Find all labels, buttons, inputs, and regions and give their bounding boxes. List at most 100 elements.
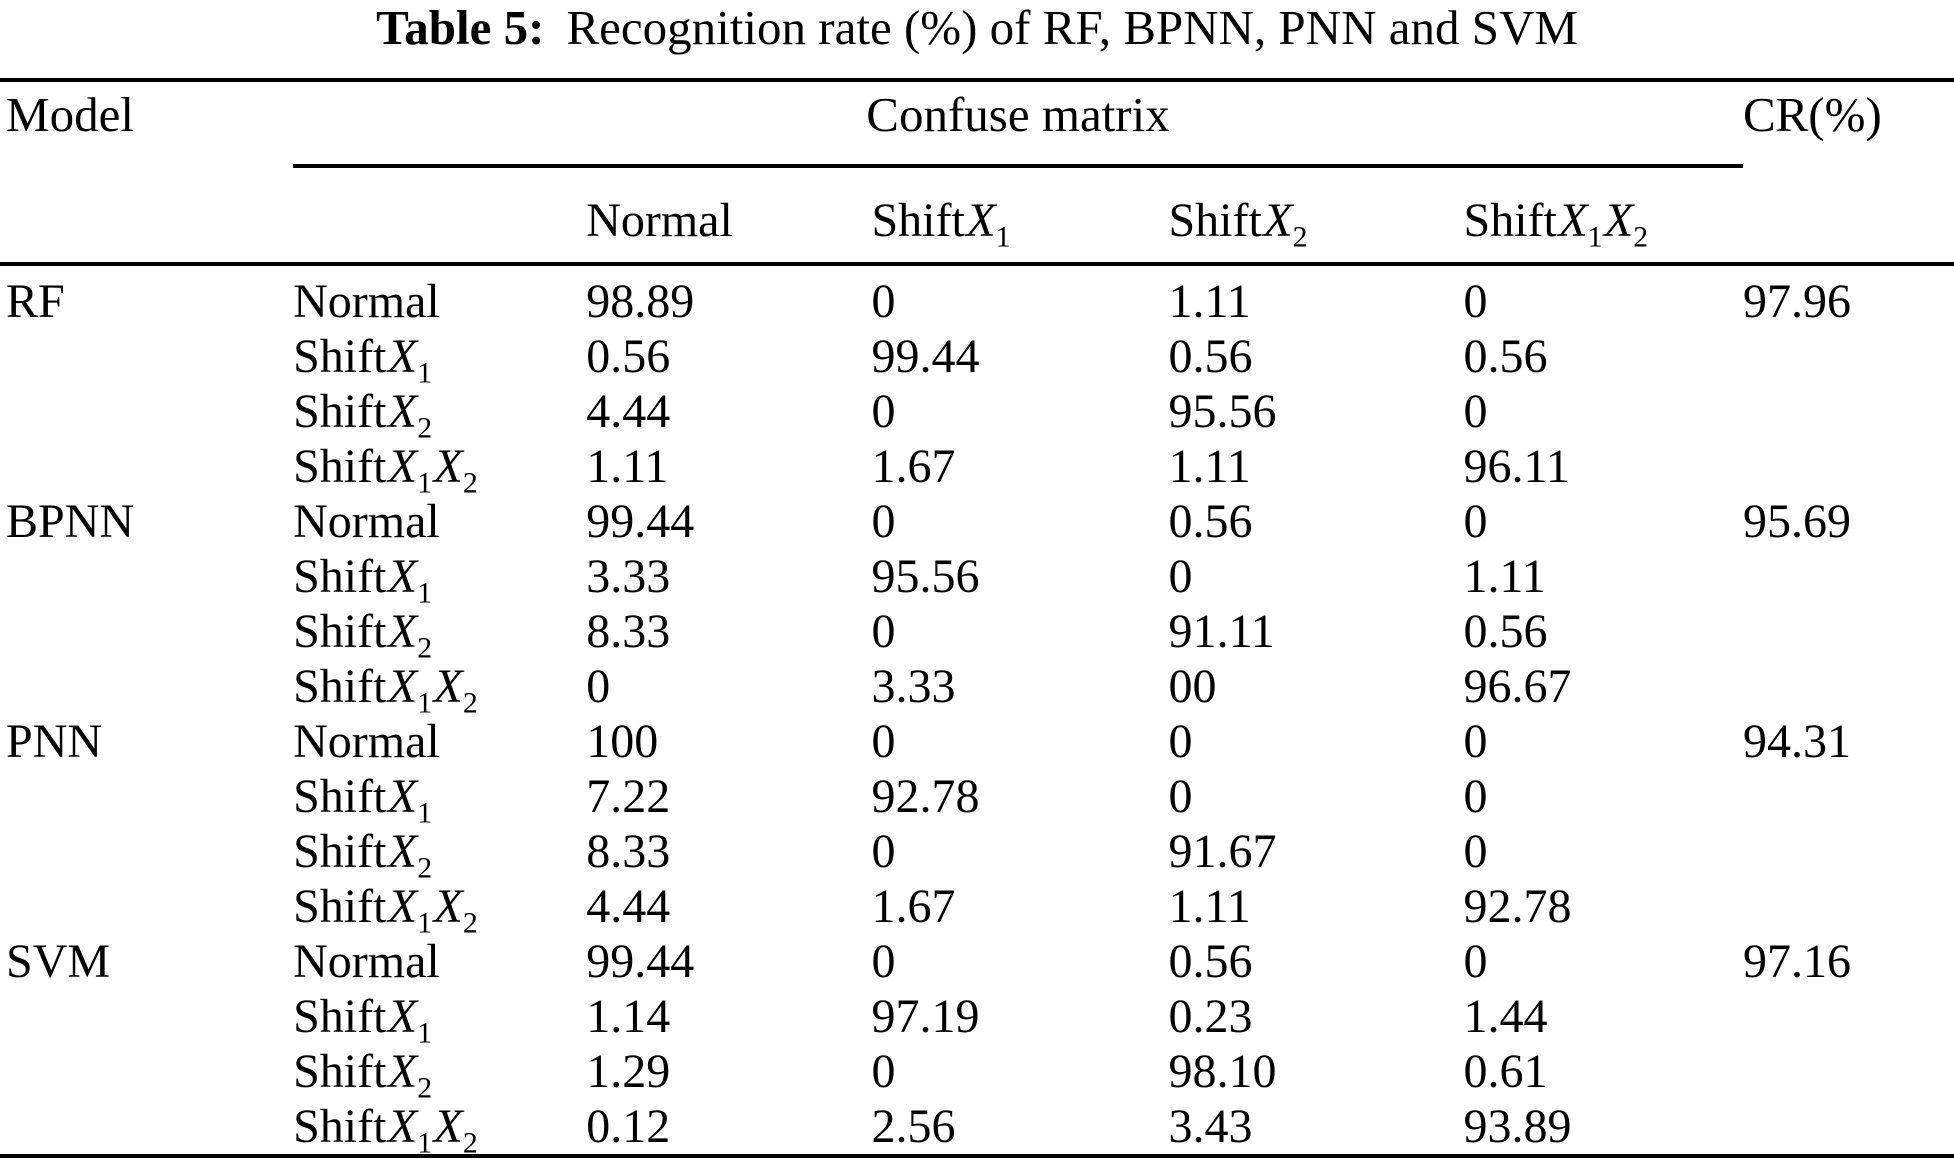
value-cell-shift-x1x2: 96.67 bbox=[1463, 660, 1572, 713]
model-cell: BPNN bbox=[6, 495, 135, 548]
table-row: SVM Normal 99.44 0 0.56 0 97.16 bbox=[0, 934, 1954, 989]
cr-cell bbox=[1743, 989, 1954, 1044]
value-cell-shift-x2: 0 bbox=[1168, 770, 1193, 823]
value-cell-shift-x1: 0 bbox=[871, 825, 896, 878]
value-cell-normal: 98.89 bbox=[586, 275, 695, 328]
value-cell-normal: 8.33 bbox=[586, 605, 671, 658]
value-cell-shift-x1x2: 92.78 bbox=[1463, 880, 1572, 933]
header-row-sub: Normal ShiftX1 ShiftX2 ShiftX1X2 bbox=[0, 166, 1954, 266]
value-cell-normal: 1.14 bbox=[586, 990, 671, 1043]
subheader-shift-x1: ShiftX1 bbox=[871, 166, 1169, 266]
value-cell-normal: 1.11 bbox=[586, 440, 669, 493]
value-cell-shift-x2: 95.56 bbox=[1168, 385, 1277, 438]
value-cell-shift-x2: 0.56 bbox=[1168, 935, 1253, 988]
value-cell-normal: 99.44 bbox=[586, 495, 695, 548]
value-cell-shift-x1x2: 1.44 bbox=[1463, 990, 1548, 1043]
table-row: ShiftX2 8.33 0 91.67 0 bbox=[0, 824, 1954, 885]
table-row: PNN Normal 100 0 0 0 94.31 bbox=[0, 714, 1954, 769]
value-cell-shift-x1: 0 bbox=[871, 715, 896, 768]
caption-label: Table 5: bbox=[376, 0, 545, 55]
row-label-cell: ShiftX1X2 bbox=[293, 1100, 478, 1160]
value-cell-shift-x2: 0 bbox=[1168, 550, 1193, 603]
cr-cell: 95.69 bbox=[1742, 495, 1851, 548]
value-cell-shift-x1x2: 0.56 bbox=[1463, 605, 1548, 658]
row-label-cell: ShiftX1 bbox=[293, 990, 433, 1050]
cr-cell bbox=[1743, 1044, 1954, 1099]
value-cell-shift-x1: 92.78 bbox=[871, 770, 980, 823]
cr-cell bbox=[1743, 329, 1954, 384]
row-label-cell: ShiftX1X2 bbox=[293, 440, 478, 500]
table-row: ShiftX1X2 4.44 1.67 1.11 92.78 bbox=[0, 879, 1954, 940]
header-row-top: Model Confuse matrix CR(%) bbox=[0, 80, 1954, 266]
subheader-normal: Normal bbox=[586, 166, 872, 266]
model-cell: SVM bbox=[6, 935, 111, 988]
cr-cell bbox=[1743, 604, 1954, 659]
value-cell-shift-x2: 91.11 bbox=[1168, 605, 1275, 658]
cr-cell bbox=[1743, 549, 1954, 604]
value-cell-shift-x1x2: 1.11 bbox=[1463, 550, 1546, 603]
value-cell-normal: 0 bbox=[586, 660, 611, 713]
model-cell bbox=[0, 384, 293, 439]
row-label-cell: ShiftX2 bbox=[293, 1045, 433, 1105]
value-cell-shift-x2: 1.11 bbox=[1168, 275, 1251, 328]
value-cell-shift-x1: 0 bbox=[871, 1045, 896, 1098]
value-cell-shift-x2: 91.67 bbox=[1168, 825, 1277, 878]
value-cell-shift-x1x2: 93.89 bbox=[1463, 1100, 1572, 1153]
value-cell-shift-x1: 0 bbox=[871, 605, 896, 658]
cr-cell bbox=[1743, 659, 1954, 714]
model-cell: PNN bbox=[6, 715, 103, 768]
model-cell: RF bbox=[6, 275, 65, 328]
value-cell-shift-x2: 1.11 bbox=[1168, 440, 1251, 493]
model-cell bbox=[0, 439, 293, 494]
caption-text: Recognition rate (%) of RF, BPNN, PNN an… bbox=[566, 0, 1578, 55]
value-cell-shift-x1x2: 0 bbox=[1463, 275, 1488, 328]
model-cell bbox=[0, 604, 293, 659]
row-label-column-header bbox=[293, 166, 587, 266]
cr-cell bbox=[1743, 439, 1954, 494]
model-cell bbox=[0, 1099, 293, 1156]
cr-column-header: CR(%) bbox=[1742, 80, 1954, 266]
row-label-cell: ShiftX1 bbox=[293, 550, 433, 610]
row-label-cell: Normal bbox=[293, 935, 440, 988]
row-label-cell: Normal bbox=[293, 715, 440, 768]
subheader-shift-x2: ShiftX2 bbox=[1168, 166, 1464, 266]
model-cell bbox=[0, 329, 293, 384]
value-cell-normal: 4.44 bbox=[586, 385, 671, 438]
value-cell-shift-x1x2: 0.56 bbox=[1463, 330, 1548, 383]
value-cell-normal: 0.56 bbox=[586, 330, 671, 383]
value-cell-shift-x1: 2.56 bbox=[871, 1100, 956, 1153]
row-label-cell: ShiftX2 bbox=[293, 825, 433, 885]
model-cell bbox=[0, 879, 293, 934]
value-cell-shift-x1: 1.67 bbox=[871, 880, 956, 933]
value-cell-shift-x1x2: 0 bbox=[1463, 385, 1488, 438]
value-cell-shift-x2: 0.56 bbox=[1168, 495, 1253, 548]
model-cell bbox=[0, 1044, 293, 1099]
subheader-shift-x1x2: ShiftX1X2 bbox=[1463, 166, 1743, 266]
row-label-cell: Normal bbox=[293, 275, 440, 328]
value-cell-shift-x1x2: 0 bbox=[1463, 770, 1488, 823]
cr-cell bbox=[1743, 879, 1954, 934]
row-label-cell: ShiftX1X2 bbox=[293, 880, 478, 940]
value-cell-shift-x1x2: 96.11 bbox=[1463, 440, 1570, 493]
cr-cell bbox=[1743, 769, 1954, 824]
table-row: ShiftX2 4.44 0 95.56 0 bbox=[0, 384, 1954, 443]
recognition-rate-table: Model Confuse matrix CR(%) Normal ShiftX… bbox=[0, 78, 1954, 1158]
value-cell-shift-x1x2: 0 bbox=[1463, 715, 1488, 768]
table-body: RF Normal 98.89 0 1.11 0 97.96 ShiftX1 0… bbox=[0, 264, 1954, 1160]
value-cell-shift-x2: 0.23 bbox=[1168, 990, 1253, 1043]
cr-cell bbox=[1743, 824, 1954, 879]
value-cell-shift-x1x2: 0.61 bbox=[1463, 1045, 1548, 1098]
value-cell-shift-x2: 1.11 bbox=[1168, 880, 1251, 933]
table-row: ShiftX2 8.33 0 91.11 0.56 bbox=[0, 604, 1954, 663]
table-row: ShiftX2 1.29 0 98.10 0.61 bbox=[0, 1044, 1954, 1105]
value-cell-shift-x1: 0 bbox=[871, 495, 896, 548]
table-row: RF Normal 98.89 0 1.11 0 97.96 bbox=[0, 264, 1954, 329]
table-row: ShiftX1 1.14 97.19 0.23 1.44 bbox=[0, 989, 1954, 1050]
value-cell-shift-x1: 99.44 bbox=[871, 330, 980, 383]
table-caption: Table 5: Recognition rate (%) of RF, BPNN… bbox=[0, 0, 1954, 78]
table-row: BPNN Normal 99.44 0 0.56 0 95.69 bbox=[0, 494, 1954, 549]
value-cell-normal: 4.44 bbox=[586, 880, 671, 933]
value-cell-normal: 3.33 bbox=[586, 550, 671, 603]
cr-cell: 97.96 bbox=[1742, 275, 1851, 328]
